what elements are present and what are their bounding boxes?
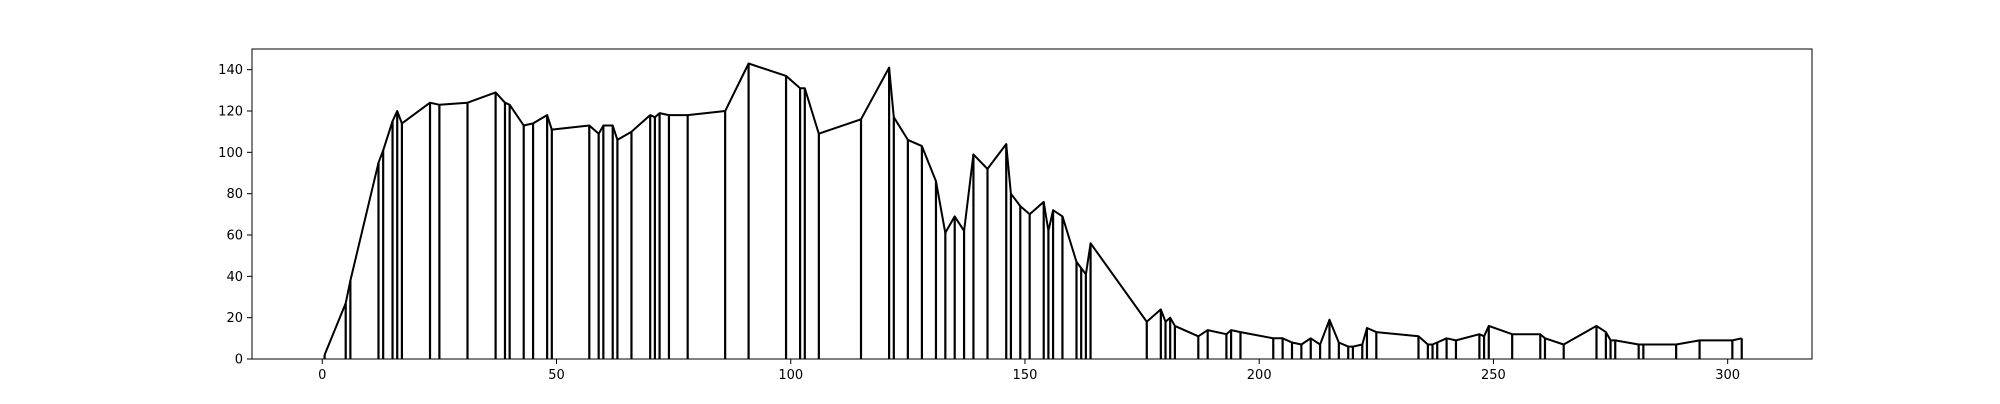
y-tick-label: 100	[218, 146, 243, 161]
plot-frame	[251, 48, 1813, 360]
x-tick-label: 50	[548, 368, 565, 383]
y-tick-label: 120	[218, 105, 243, 120]
y-tick-label: 20	[226, 311, 243, 326]
x-tick-label: 150	[1013, 368, 1038, 383]
y-tick-label: 140	[218, 63, 243, 78]
y-tick-label: 60	[226, 229, 243, 244]
x-tick-label: 0	[318, 368, 326, 383]
data-layer	[323, 62, 1743, 359]
series-line	[323, 62, 1742, 356]
y-tick-label: 0	[235, 353, 243, 368]
x-tick-label: 250	[1481, 368, 1506, 383]
x-tick-label: 200	[1247, 368, 1272, 383]
y-tick-label: 40	[226, 270, 243, 285]
x-tick-label: 100	[778, 368, 803, 383]
axes-layer: 0 50 100 150 200 250 300 0 20 40 60 80 100 120 140	[218, 48, 1813, 383]
x-tick-label: 300	[1715, 368, 1740, 383]
y-tick-label: 80	[226, 187, 243, 202]
